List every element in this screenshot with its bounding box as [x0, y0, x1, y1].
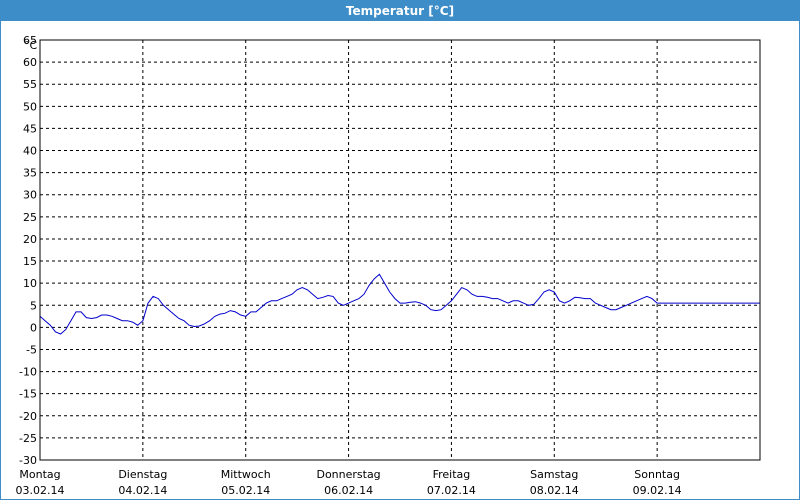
grid — [40, 40, 760, 460]
y-tick-label: 60 — [23, 56, 37, 69]
y-tick-label: 20 — [23, 233, 37, 246]
x-tick-date: 05.02.14 — [221, 484, 270, 497]
x-tick-date: 04.02.14 — [118, 484, 167, 497]
x-axis-ticks: Montag 03.02.14 Dienstag 04.02.14 Mittwoch 05… — [16, 468, 682, 497]
x-tick-date: 06.02.14 — [324, 484, 373, 497]
plot-frame — [39, 39, 761, 461]
x-tick-day: Samstag — [530, 468, 578, 481]
x-tick-date: 03.02.14 — [16, 484, 65, 497]
y-tick-label: 15 — [23, 255, 37, 268]
x-tick-day: Montag — [19, 468, 60, 481]
x-tick-day: Mittwoch — [221, 468, 271, 481]
x-tick-day: Dienstag — [118, 468, 167, 481]
y-tick-label: 40 — [23, 145, 37, 158]
y-tick-label: -30 — [19, 454, 37, 467]
y-tick-label: 25 — [23, 211, 37, 224]
x-tick-day: Freitag — [433, 468, 471, 481]
y-tick-label: -5 — [26, 343, 37, 356]
window-title: Temperatur [°C] — [1, 1, 799, 21]
y-tick-label: -10 — [19, 366, 37, 379]
y-axis-ticks: 65605550454035302520151050-5-10-15-20-25… — [19, 34, 37, 467]
y-tick-label: 10 — [23, 277, 37, 290]
y-axis-unit: °C — [24, 39, 38, 52]
y-tick-label: 30 — [23, 189, 37, 202]
y-tick-label: -25 — [19, 432, 37, 445]
x-tick-day: Sonntag — [634, 468, 680, 481]
temperature-line — [39, 273, 760, 335]
y-tick-label: -15 — [19, 388, 37, 401]
x-tick-date: 09.02.14 — [633, 484, 682, 497]
y-tick-label: 45 — [23, 122, 37, 135]
y-tick-label: 50 — [23, 100, 37, 113]
y-tick-label: 35 — [23, 167, 37, 180]
y-tick-label: -20 — [19, 410, 37, 423]
y-tick-label: 65 — [23, 34, 37, 47]
y-tick-label: 55 — [23, 78, 37, 91]
x-tick-date: 08.02.14 — [530, 484, 579, 497]
y-tick-label: 0 — [30, 321, 37, 334]
y-tick-label: 5 — [30, 299, 37, 312]
x-tick-day: Donnerstag — [316, 468, 380, 481]
x-tick-date: 07.02.14 — [427, 484, 476, 497]
